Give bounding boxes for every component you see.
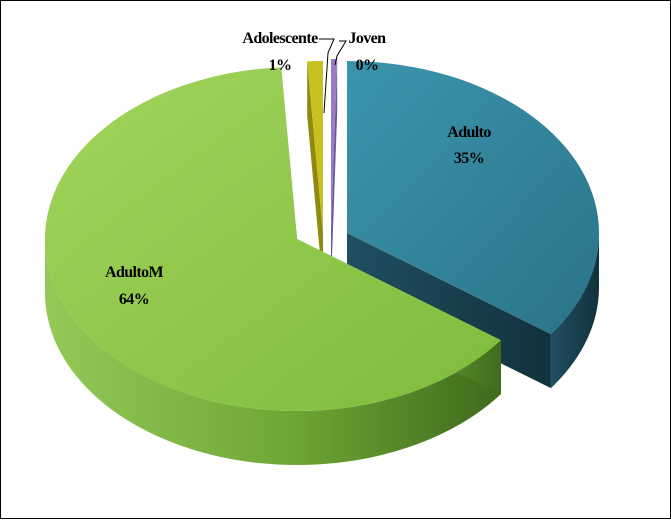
data-label-joven-name: Joven [348,30,386,47]
leader-line-joven [334,40,347,66]
data-label-joven-value: 0% [356,57,379,74]
data-label-adolescente-value: 1% [269,57,292,74]
data-label-adultom-value: 64% [119,291,149,308]
pie-slice-wall-joven-1 [331,59,338,285]
pie-slice-side-adulto [550,233,599,389]
data-label-adulto-name: Adulto [447,124,491,141]
pie-slice-side-adultom [45,239,501,466]
data-label-adultom-name: AdultoM [105,264,164,281]
leader-line-adolescente [319,38,335,114]
pie-slice-wall-adolescente-0 [307,61,323,287]
pie-slice-adultom [45,67,501,411]
pie-slice-joven [331,59,338,231]
pie-slice-adolescente [307,61,323,233]
data-label-adolescente-name: Adolescente [242,30,318,47]
pie-slice-adulto [347,61,599,335]
data-label-adulto-value: 35% [454,150,484,167]
